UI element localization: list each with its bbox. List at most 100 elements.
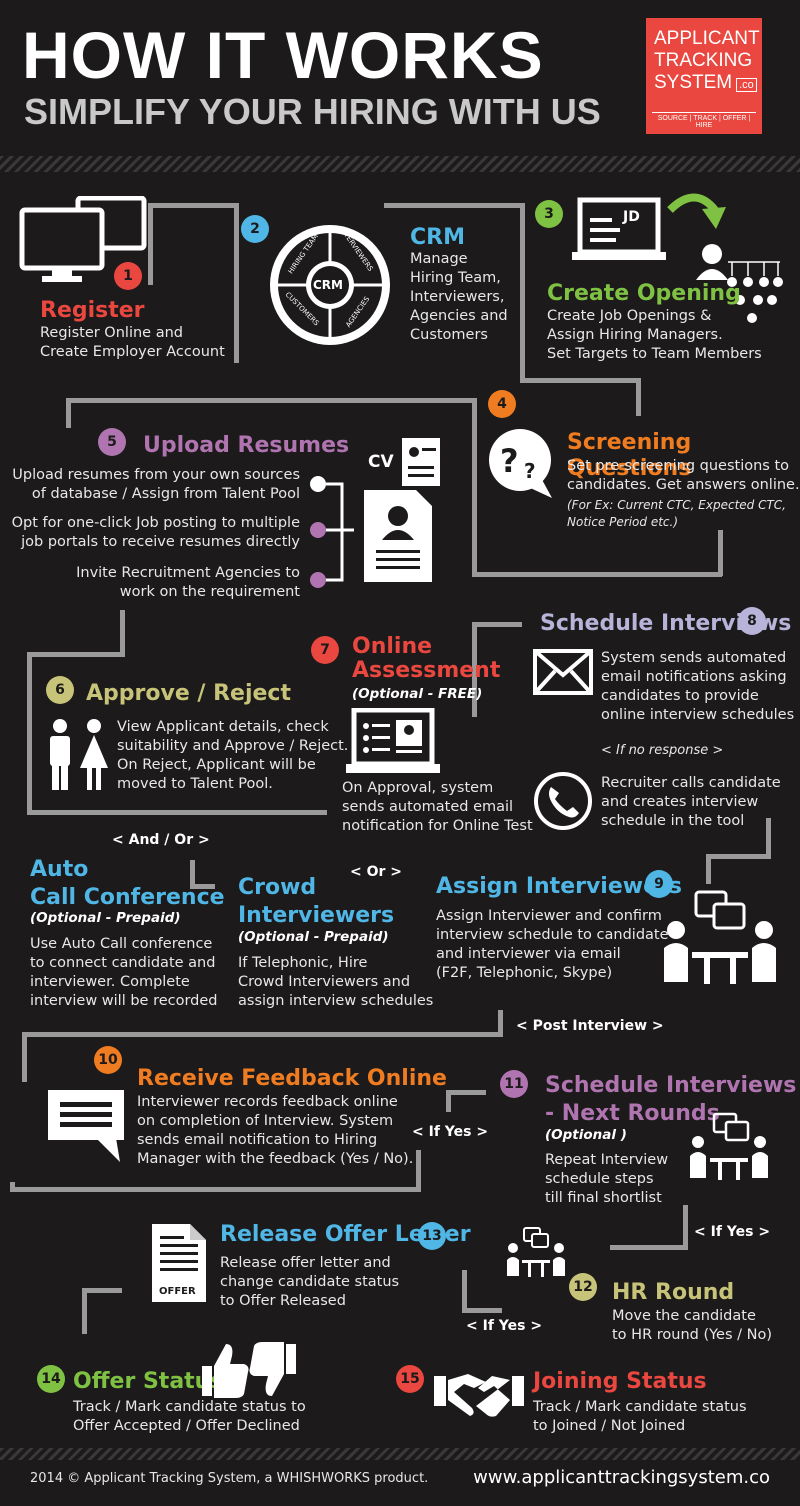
crowd-line1: If Telephonic, Hire (238, 955, 368, 971)
if-yes-label-1: < If Yes > (412, 1124, 489, 1140)
auto-call-line1: Use Auto Call conference (30, 936, 213, 952)
step-11-line1: Repeat Interview (545, 1152, 669, 1168)
step-8-alt-line2: and creates interview (601, 794, 759, 810)
phone-icon (534, 772, 592, 830)
step-13-line3: to Offer Released (220, 1293, 346, 1309)
step-6-line4: moved to Talent Pool. (117, 776, 273, 792)
step-7-title-line2: Assessment (352, 658, 501, 683)
step-9-title: Assign Interviewers (436, 874, 682, 899)
offer-document-icon (152, 1224, 206, 1302)
step-11-title-line2: - Next Rounds (545, 1101, 720, 1126)
step-13-line2: change candidate status (220, 1274, 400, 1290)
step-5-item1-line1: Upload resumes from your own sources (12, 467, 300, 483)
step-9-line2: interview schedule to candidate (436, 927, 669, 943)
step-9-line1: Assign Interviewer and confirm (436, 908, 662, 924)
or-label: < Or > (350, 864, 403, 880)
offer-label: OFFER (159, 1286, 196, 1297)
step-4-note2: Notice Period etc.) (567, 515, 678, 529)
step-11-subtitle: (Optional ) (545, 1127, 627, 1143)
people-icon (50, 719, 108, 790)
crm-wheel-icon (270, 225, 390, 345)
footer-website-link[interactable]: www.applicanttrackingsystem.co (473, 1467, 770, 1488)
crowd-line2: Crowd Interviewers and (238, 974, 411, 990)
step-3-line3: Set Targets to Team Members (547, 346, 762, 362)
logo-suffix: .co (736, 78, 757, 92)
bracket-connector-icon (310, 476, 354, 588)
online-test-laptop-icon (346, 708, 440, 773)
step-number-3: 3 (535, 200, 563, 228)
step-number-13: 13 (418, 1222, 446, 1250)
step-5-title: Upload Resumes (143, 433, 350, 458)
logo-line3: SYSTEM (654, 72, 733, 93)
step-14-line2: Offer Accepted / Offer Declined (73, 1418, 300, 1434)
step-4-line2: candidates. Get answers online. (567, 477, 800, 493)
step-12-line2: to HR round (Yes / No) (612, 1327, 773, 1343)
step-11-line2: schedule steps (545, 1171, 654, 1187)
step-6-title: Approve / Reject (86, 681, 291, 706)
feedback-bubble-icon (48, 1090, 124, 1162)
step-8-line1: System sends automated (601, 650, 787, 666)
crowd-subtitle: (Optional - Prepaid) (238, 929, 389, 945)
auto-call-subtitle: (Optional - Prepaid) (30, 910, 181, 926)
step-number-10: 10 (94, 1046, 122, 1074)
if-yes-label-3: < If Yes > (466, 1318, 543, 1334)
step-15-line2: to Joined / Not Joined (533, 1418, 686, 1434)
svg-text:?: ? (500, 442, 519, 480)
step-3-line2: Assign Hiring Managers. (547, 327, 723, 343)
step-2-line1: Manage (410, 251, 468, 267)
step-15-line1: Track / Mark candidate status (533, 1399, 747, 1415)
step-1-line1: Register Online and (40, 325, 183, 341)
step-number-15: 15 (396, 1365, 424, 1393)
step-2-title: CRM (410, 225, 465, 250)
auto-call-title-line1: Auto (30, 857, 89, 882)
step-2-line5: Customers (410, 327, 488, 343)
page-subtitle: SIMPLIFY YOUR HIRING WITH US (24, 91, 601, 132)
step-10-line2: on completion of Interview. System (137, 1113, 394, 1129)
step-6-line2: suitability and Approve / Reject. (117, 738, 349, 754)
step-number-12: 12 (569, 1273, 597, 1301)
cv-label: CV (368, 452, 394, 472)
logo-line2: TRACKING (654, 50, 753, 71)
svg-text:?: ? (524, 459, 536, 483)
step-2-line2: Hiring Team, (410, 270, 501, 286)
step-5-item2-line1: Opt for one-click Job posting to multipl… (11, 515, 300, 531)
auto-call-line2: to connect candidate and (30, 955, 216, 971)
step-number-11: 11 (500, 1070, 528, 1098)
post-interview-label: < Post Interview > (516, 1018, 664, 1034)
step-7-line3: notification for Online Test (342, 818, 533, 834)
step-number-6: 6 (46, 676, 74, 704)
step-8-alt-line1: Recruiter calls candidate (601, 775, 781, 791)
step-2-line4: Agencies and (410, 308, 508, 324)
step-number-4: 4 (488, 390, 516, 418)
step-4-line1: Set pre-screening questions to (567, 458, 790, 474)
footer-copyright: 2014 © Applicant Tracking System, a WHIS… (30, 1471, 429, 1486)
laptop-icon (572, 197, 666, 260)
auto-call-line3: interviewer. Complete (30, 974, 190, 990)
step-8-line2: email notifications asking (601, 669, 787, 685)
step-number-5: 5 (98, 428, 126, 456)
step-8-line3: candidates to provide (601, 688, 759, 704)
step-10-line3: sends email notification to Hiring (137, 1132, 378, 1148)
interview-meeting-icon (664, 890, 776, 984)
step-5-item3-line1: Invite Recruitment Agencies to (76, 565, 300, 581)
auto-call-title-line2: Call Conference (30, 885, 225, 910)
crowd-line3: assign interview schedules (238, 993, 434, 1009)
resume-documents-icon (364, 438, 440, 582)
step-5-item1-line2: of database / Assign from Talent Pool (31, 486, 300, 502)
computer-monitors-icon (19, 196, 147, 282)
step-12-line1: Move the candidate (612, 1308, 756, 1324)
step-15-title: Joining Status (533, 1369, 707, 1394)
step-7-subtitle: (Optional - FREE) (352, 686, 483, 702)
step-number-1: 1 (114, 262, 142, 290)
and-or-label: < And / Or > (112, 832, 210, 848)
step-8-line4: online interview schedules (601, 707, 795, 723)
auto-call-line4: interview will be recorded (30, 993, 218, 1009)
step-6-line3: On Reject, Applicant will be (117, 757, 316, 773)
step-number-2: 2 (241, 215, 269, 243)
step-6-line1: View Applicant details, check (117, 719, 329, 735)
step-3-line1: Create Job Openings & (547, 308, 712, 324)
header-divider (0, 156, 800, 172)
brand-logo[interactable]: APPLICANT TRACKING SYSTEM .co SOURCE | TR… (646, 18, 762, 134)
next-round-meeting-icon (690, 1112, 768, 1180)
step-11-title-line1: Schedule Interviews (545, 1073, 797, 1098)
